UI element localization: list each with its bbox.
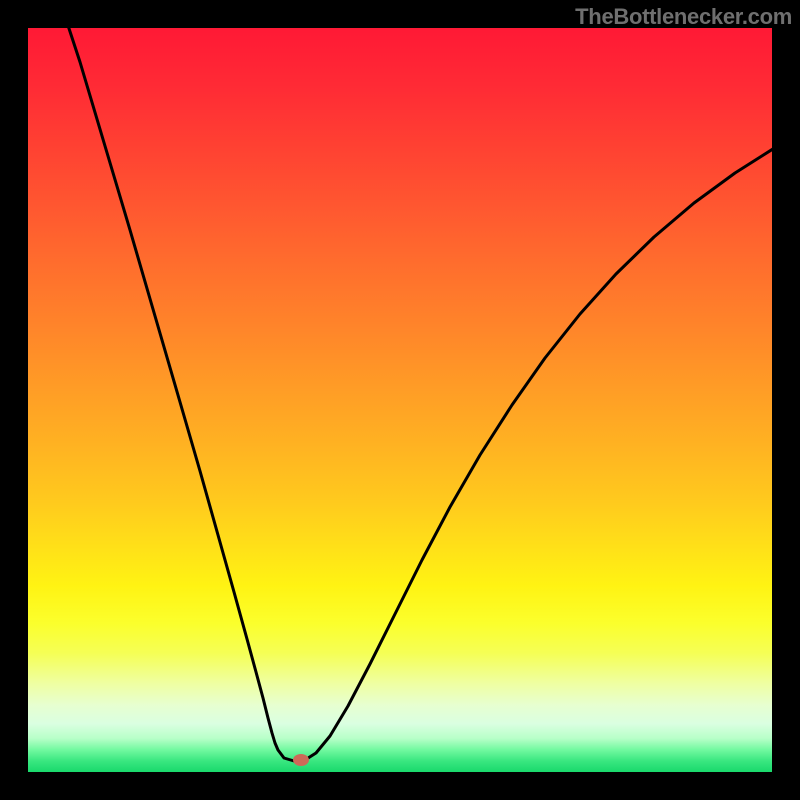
chart-container: TheBottlenecker.com: [0, 0, 800, 800]
plot-area: [28, 28, 772, 772]
attribution-text: TheBottlenecker.com: [575, 4, 792, 30]
